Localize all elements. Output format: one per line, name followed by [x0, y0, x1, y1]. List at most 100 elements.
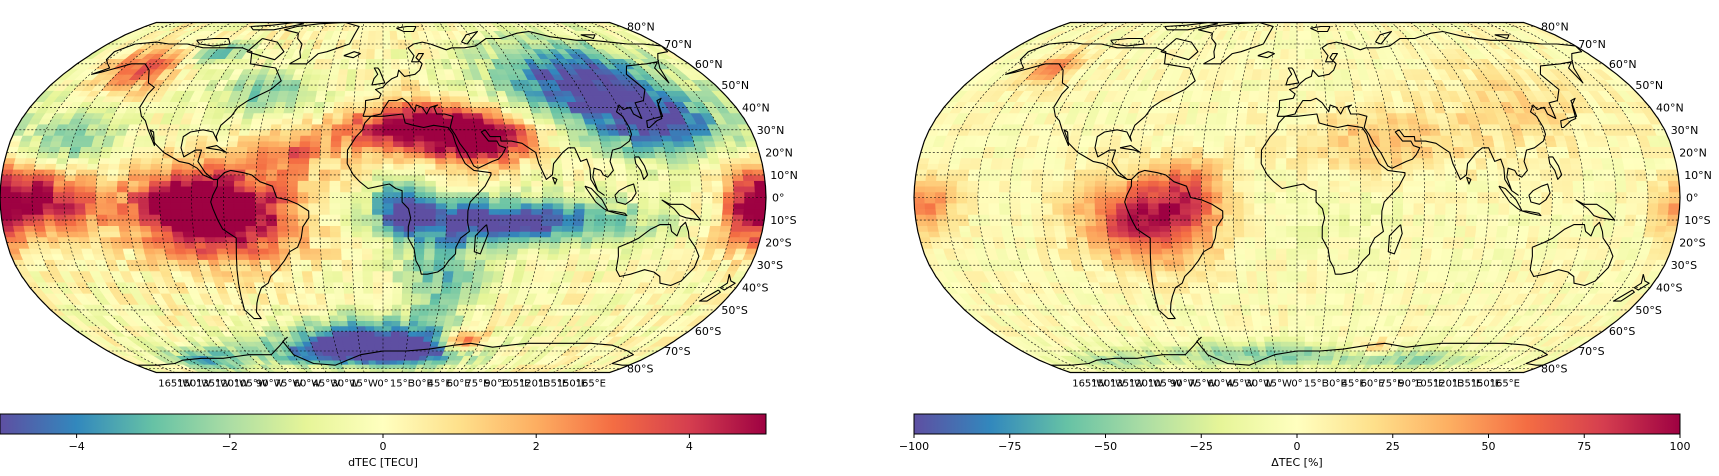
tec-cell [446, 169, 458, 176]
tec-cell [407, 375, 414, 377]
tec-cell [258, 253, 271, 260]
tec-cell [435, 174, 447, 181]
tec-cell [530, 219, 543, 226]
tec-cell [364, 74, 375, 80]
tec-cell [42, 180, 55, 187]
tec-cell [284, 101, 297, 108]
tec-cell [127, 208, 140, 215]
tec-cell [76, 163, 89, 170]
tec-cell [106, 191, 118, 198]
tec-cell [685, 152, 699, 159]
tec-cell [553, 375, 565, 377]
tec-cell [329, 169, 342, 176]
tec-cell [330, 146, 342, 153]
tec-cell [382, 140, 394, 147]
tec-cell [483, 123, 496, 131]
tec-cell [372, 123, 384, 131]
tec-cell [516, 253, 529, 260]
tec-cell [75, 214, 87, 221]
tec-cell [581, 152, 594, 159]
tec-cell [274, 101, 287, 108]
tec-cell [160, 163, 173, 170]
tec-cell [292, 18, 301, 20]
tec-cell [446, 79, 458, 86]
tec-cell [351, 43, 361, 50]
tec-cell [569, 242, 582, 249]
tec-cell [361, 152, 373, 159]
tec-cell [579, 248, 592, 255]
tec-cell [413, 146, 426, 153]
tec-cell [191, 214, 204, 221]
tec-cell [181, 214, 193, 221]
tec-cell [0, 202, 12, 210]
tec-cell [372, 197, 384, 204]
tec-cell [337, 314, 348, 322]
tec-cell [594, 180, 607, 187]
tec-cell [142, 146, 155, 153]
tec-cell [424, 58, 435, 65]
tec-cell [133, 140, 146, 147]
tec-cell [308, 208, 320, 215]
tec-cell [715, 146, 729, 153]
tec-cell [286, 185, 299, 193]
tec-cell [350, 225, 363, 232]
tec-cell [266, 163, 279, 170]
tec-cell [393, 236, 405, 243]
tec-cell [267, 146, 280, 153]
tec-cell [392, 281, 404, 289]
tec-cell [487, 225, 500, 232]
tec-cell [461, 112, 474, 119]
tec-cell [446, 219, 458, 226]
tec-cell [669, 180, 681, 187]
tec-cell [362, 264, 374, 272]
tec-cell [382, 123, 394, 131]
tec-cell [456, 208, 469, 215]
tec-cell [350, 219, 363, 226]
tec-cell [207, 18, 219, 20]
tec-cell [549, 242, 561, 249]
tec-cell [339, 325, 350, 332]
tec-cell [382, 191, 394, 198]
tec-cell [610, 248, 623, 255]
tec-cell [224, 157, 237, 164]
tec-cell [366, 48, 376, 54]
tec-cell [108, 163, 121, 170]
tec-cell [191, 180, 204, 187]
tec-cell [248, 259, 261, 266]
tec-cell [192, 225, 205, 232]
tec-cell [444, 74, 456, 80]
tec-cell [535, 129, 548, 136]
tec-cell [566, 129, 579, 136]
tec-cell [340, 225, 352, 232]
tec-cell [311, 123, 323, 131]
tec-cell [297, 174, 310, 181]
tec-cell [421, 101, 433, 108]
tec-cell [246, 146, 259, 153]
tec-cell [497, 236, 510, 243]
tec-cell [424, 236, 436, 243]
tec-cell [338, 320, 349, 327]
tec-cell [323, 281, 335, 289]
tec-cell [341, 129, 353, 136]
tec-cell [688, 219, 702, 226]
tec-cell [478, 202, 490, 210]
tec-cell [431, 107, 443, 114]
tec-cell [382, 63, 393, 70]
tec-cell [734, 248, 748, 255]
tec-cell [412, 276, 424, 283]
tec-cell [730, 225, 743, 232]
tec-cell [614, 225, 627, 232]
tec-cell [87, 157, 101, 164]
tec-cell [164, 140, 177, 147]
tec-cell [106, 214, 119, 221]
tec-cell [21, 208, 34, 215]
tec-cell [350, 163, 363, 170]
tec-cell [331, 264, 343, 272]
tec-cell [464, 129, 476, 136]
tec-cell [423, 259, 435, 266]
tec-cell [403, 191, 416, 198]
tec-cell [658, 208, 671, 215]
tec-cell [435, 197, 448, 204]
tec-cell [200, 270, 213, 277]
tec-cell [99, 152, 112, 159]
